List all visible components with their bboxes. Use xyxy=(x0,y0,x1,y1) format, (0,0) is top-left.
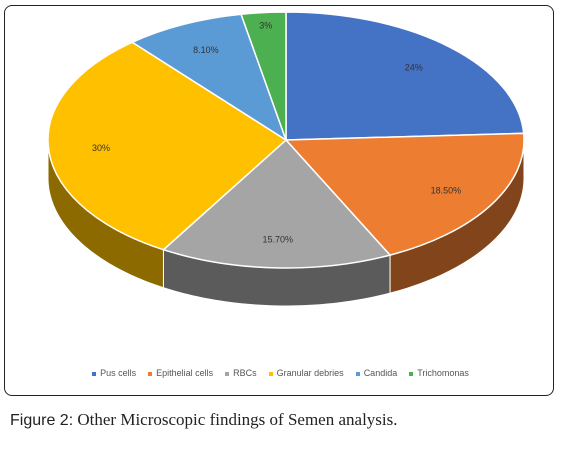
pie-slice-rbcs xyxy=(161,138,392,269)
pie-data-labels: 24% 18.50% 15.70% 30% 8.10% 3% xyxy=(92,20,461,244)
pie-slice-candida xyxy=(130,13,288,142)
legend-label: Pus cells xyxy=(100,368,137,378)
caption-text: Other Microscopic findings of Semen anal… xyxy=(73,410,398,429)
data-label-rbcs: 15.70% xyxy=(263,235,294,245)
legend-item-epithelial-cells: Epithelial cells xyxy=(148,368,213,378)
legend-swatch xyxy=(148,371,153,376)
legend-swatch xyxy=(268,371,273,376)
legend-label: RBCs xyxy=(233,368,257,378)
data-label-candida: 8.10% xyxy=(193,45,219,55)
legend-swatch xyxy=(409,371,414,376)
legend-item-pus-cells: Pus cells xyxy=(92,368,136,378)
pie-slice-pus-cells xyxy=(285,11,525,141)
legend-item-candida: Candida xyxy=(355,368,398,378)
legend-swatch xyxy=(355,371,360,376)
legend-swatch xyxy=(225,371,230,376)
legend-label: Epithelial cells xyxy=(156,368,214,378)
data-label-epithelial-cells: 18.50% xyxy=(431,186,462,196)
figure-caption: Figure 2: Other Microscopic findings of … xyxy=(10,410,551,430)
legend-label: Granular debries xyxy=(276,368,344,378)
pie-chart: 24% 18.50% 15.70% 30% 8.10% 3% xyxy=(47,11,525,307)
legend-label: Candida xyxy=(363,368,398,378)
legend-item-granular-debries: Granular debries xyxy=(268,368,344,378)
data-label-granular-debries: 30% xyxy=(92,143,110,153)
data-label-pus-cells: 24% xyxy=(405,63,423,73)
pie-slice-trichomonas xyxy=(240,11,287,141)
legend-item-trichomonas: Trichomonas xyxy=(409,368,469,378)
pie-slice-epithelial-cells xyxy=(284,132,525,256)
data-label-trichomonas: 3% xyxy=(259,20,272,30)
pie-slices xyxy=(47,11,525,269)
legend-swatch xyxy=(92,371,97,376)
caption-label: Figure 2: xyxy=(10,412,74,429)
legend-item-rbcs: RBCs xyxy=(225,368,257,378)
legend: Pus cells Epithelial cells RBCs Granular de… xyxy=(0,368,561,378)
legend-label: Trichomonas xyxy=(417,368,469,378)
pie-slice-granular-debries xyxy=(47,41,288,251)
